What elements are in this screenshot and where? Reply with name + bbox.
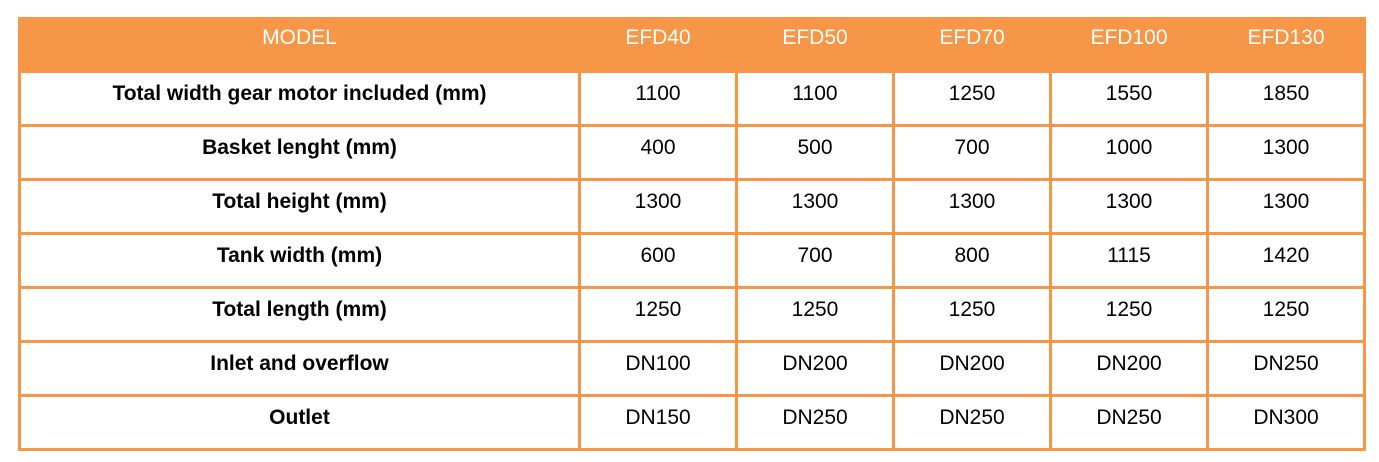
- cell: 400: [578, 124, 738, 181]
- cell: DN250: [892, 394, 1052, 451]
- header-cell: MODEL: [18, 17, 581, 73]
- row-label: Total width gear motor included (mm): [18, 70, 581, 127]
- cell: DN200: [1049, 340, 1209, 397]
- cell: 1250: [892, 286, 1052, 343]
- cell: DN300: [1206, 394, 1366, 451]
- row-label: Total height (mm): [18, 178, 581, 235]
- cell: 1250: [578, 286, 738, 343]
- cell: 600: [578, 232, 738, 289]
- row-label: Outlet: [18, 394, 581, 451]
- cell: 1250: [1206, 286, 1366, 343]
- cell: 1850: [1206, 70, 1366, 127]
- cell: DN250: [735, 394, 895, 451]
- cell: DN100: [578, 340, 738, 397]
- cell: 1300: [892, 178, 1052, 235]
- cell: 700: [892, 124, 1052, 181]
- table-row: Total length (mm) 1250 1250 1250 1250 1250: [18, 286, 1366, 343]
- row-label: Total length (mm): [18, 286, 581, 343]
- cell: DN250: [1206, 340, 1366, 397]
- row-label: Tank width (mm): [18, 232, 581, 289]
- header-cell: EFD40: [578, 17, 738, 73]
- cell: 1250: [735, 286, 895, 343]
- row-label: Inlet and overflow: [18, 340, 581, 397]
- cell: 1550: [1049, 70, 1209, 127]
- table-row: Basket lenght (mm) 400 500 700 1000 1300: [18, 124, 1366, 181]
- cell: 1100: [578, 70, 738, 127]
- header-cell: EFD130: [1206, 17, 1366, 73]
- table-row: Tank width (mm) 600 700 800 1115 1420: [18, 232, 1366, 289]
- cell: 1300: [735, 178, 895, 235]
- header-cell: EFD50: [735, 17, 895, 73]
- cell: 1300: [578, 178, 738, 235]
- cell: DN200: [892, 340, 1052, 397]
- cell: 1250: [1049, 286, 1209, 343]
- header-cell: EFD100: [1049, 17, 1209, 73]
- cell: 1115: [1049, 232, 1209, 289]
- cell: DN250: [1049, 394, 1209, 451]
- header-row: MODEL EFD40 EFD50 EFD70 EFD100 EFD130: [18, 17, 1366, 73]
- cell: 1300: [1206, 124, 1366, 181]
- cell: 500: [735, 124, 895, 181]
- cell: DN150: [578, 394, 738, 451]
- cell: 1300: [1049, 178, 1209, 235]
- spec-table: MODEL EFD40 EFD50 EFD70 EFD100 EFD130 Total w…: [18, 17, 1366, 451]
- cell: 1100: [735, 70, 895, 127]
- header-cell: EFD70: [892, 17, 1052, 73]
- table-row: Total width gear motor included (mm) 1100…: [18, 70, 1366, 127]
- cell: 1300: [1206, 178, 1366, 235]
- cell: 1250: [892, 70, 1052, 127]
- cell: 1420: [1206, 232, 1366, 289]
- cell: DN200: [735, 340, 895, 397]
- row-label: Basket lenght (mm): [18, 124, 581, 181]
- table-row: Outlet DN150 DN250 DN250 DN250 DN300: [18, 394, 1366, 451]
- cell: 700: [735, 232, 895, 289]
- cell: 800: [892, 232, 1052, 289]
- table-row: Inlet and overflow DN100 DN200 DN200 DN200 DN…: [18, 340, 1366, 397]
- cell: 1000: [1049, 124, 1209, 181]
- table-row: Total height (mm) 1300 1300 1300 1300 1300: [18, 178, 1366, 235]
